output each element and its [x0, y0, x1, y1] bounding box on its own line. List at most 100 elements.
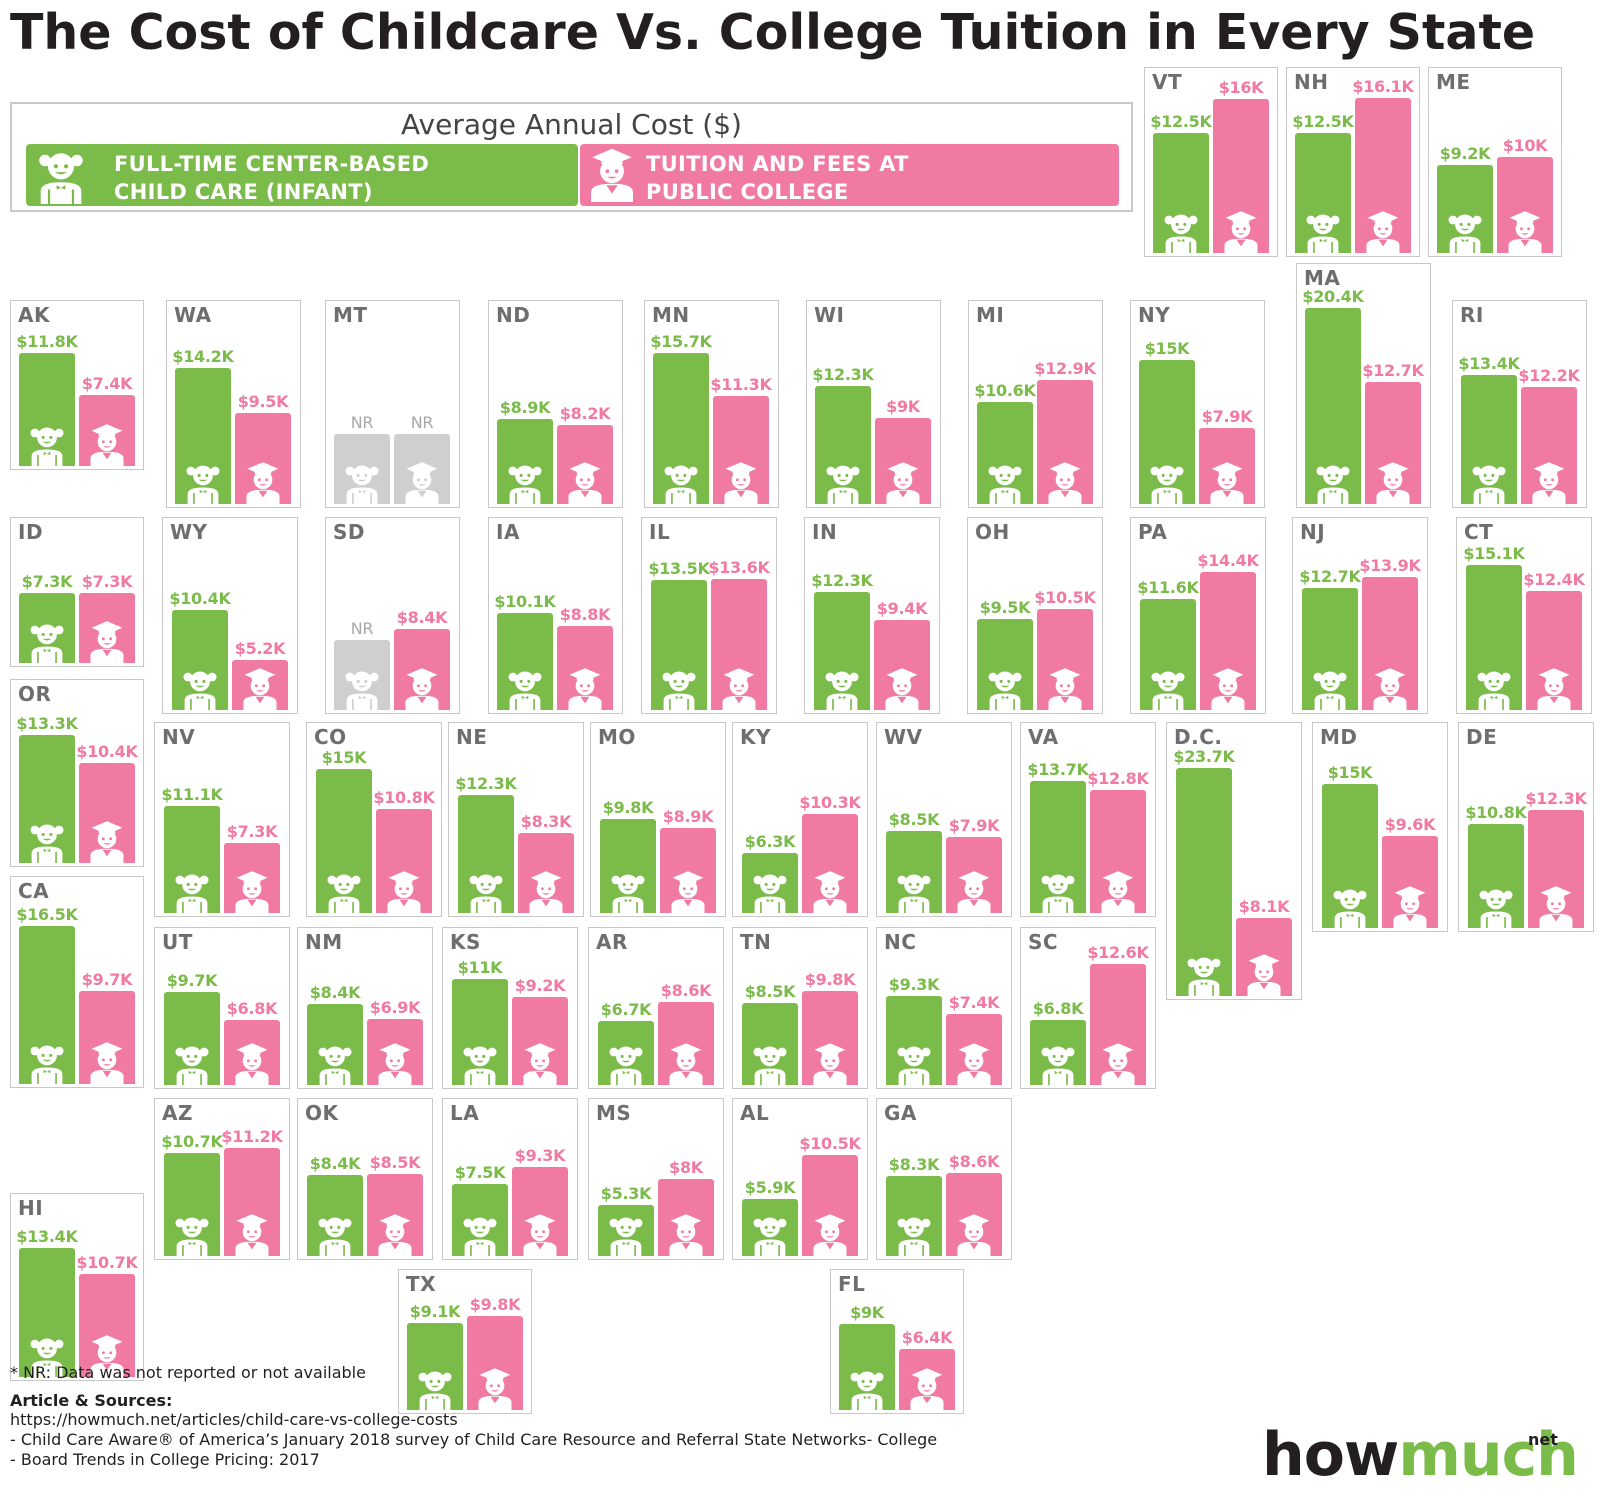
graduate-icon — [724, 462, 758, 504]
child-icon — [30, 427, 64, 466]
nr-footnote: * NR: Data was not reported or not avail… — [10, 1363, 366, 1382]
tuition-bar — [899, 1349, 955, 1410]
tuition-bar — [946, 1014, 1002, 1085]
legend-tuition-label: TUITION AND FEES AT PUBLIC COLLEGE — [646, 152, 909, 204]
state-abbr: IA — [496, 520, 520, 544]
childcare-bar — [1322, 784, 1378, 928]
childcare-value: $9.8K — [602, 798, 654, 817]
childcare-bar — [1176, 768, 1232, 996]
tuition-bar — [1200, 572, 1256, 710]
child-icon — [1333, 889, 1367, 928]
state-tile-pa: PA $11.6K $14.4K — [1130, 517, 1266, 714]
state-abbr: AK — [18, 303, 50, 327]
graduate-icon — [1532, 462, 1566, 504]
graduate-icon — [90, 821, 124, 863]
childcare-bar — [742, 1003, 798, 1085]
child-icon — [1164, 214, 1198, 253]
child-icon — [1448, 214, 1482, 253]
child-icon — [988, 671, 1022, 710]
graduate-icon — [378, 1043, 412, 1085]
graduate-icon — [90, 424, 124, 466]
tuition-bar — [1090, 790, 1146, 913]
childcare-value: $10.6K — [974, 381, 1036, 400]
childcare-value: $6.8K — [1032, 999, 1084, 1018]
tuition-value: NR — [410, 413, 434, 432]
tuition-bar — [235, 413, 291, 504]
state-abbr: IL — [649, 520, 671, 544]
state-tile-tn: TN $8.5K $9.8K — [732, 927, 868, 1089]
graduate-icon — [1247, 954, 1281, 996]
graduate-icon — [90, 621, 124, 663]
tuition-bar — [394, 629, 450, 710]
tuition-value: $8.3K — [520, 812, 572, 831]
tuition-value: $6.4K — [901, 1328, 953, 1347]
graduate-icon — [90, 1335, 124, 1377]
tuition-value: $8.6K — [660, 981, 712, 1000]
graduate-icon — [405, 668, 439, 710]
child-icon — [753, 874, 787, 913]
state-tile-ak: AK $11.8K $7.4K — [10, 300, 144, 470]
legend: Average Annual Cost ($) FULL-TIME CENTER… — [10, 102, 1133, 212]
childcare-value: $10.4K — [169, 589, 231, 608]
childcare-bar — [598, 1205, 654, 1256]
tuition-bar — [512, 997, 568, 1085]
childcare-value: NR — [350, 413, 374, 432]
childcare-value: $7.3K — [21, 572, 73, 591]
graduate-icon — [957, 871, 991, 913]
state-tile-dc: D.C. $23.7K $8.1K — [1166, 722, 1302, 1000]
tuition-value: $10.5K — [799, 1134, 861, 1153]
child-icon — [1316, 465, 1350, 504]
state-abbr: UT — [162, 930, 193, 954]
tuition-value: $12.6K — [1087, 943, 1149, 962]
tuition-bar — [232, 660, 288, 710]
graduate-icon — [1393, 886, 1427, 928]
child-icon — [30, 1338, 64, 1377]
childcare-value: $7.5K — [454, 1163, 506, 1182]
child-icon — [753, 1046, 787, 1085]
childcare-bar — [19, 926, 75, 1084]
tuition-bar — [1236, 918, 1292, 996]
childcare-value: $13.5K — [648, 559, 710, 578]
source-link[interactable]: https://howmuch.net/articles/child-care-… — [10, 1410, 458, 1429]
state-tile-ks: KS $11K $9.2K — [442, 927, 578, 1089]
childcare-value: $9.3K — [888, 975, 940, 994]
childcare-value: $8.3K — [888, 1155, 940, 1174]
tuition-value: $8.2K — [559, 404, 611, 423]
childcare-bar — [886, 1176, 942, 1256]
child-icon — [664, 465, 698, 504]
state-abbr: WA — [174, 303, 212, 327]
childcare-bar — [1302, 588, 1358, 710]
legend-title: Average Annual Cost ($) — [401, 108, 742, 141]
state-tile-in: IN $12.3K $9.4K — [804, 517, 940, 714]
state-tile-ne: NE $12.3K $8.3K — [448, 722, 584, 917]
childcare-bar — [651, 580, 707, 710]
state-abbr: WI — [814, 303, 845, 327]
source-line: - Child Care Aware® of America’s January… — [10, 1430, 938, 1449]
childcare-bar — [307, 1004, 363, 1085]
childcare-bar — [307, 1175, 363, 1256]
child-icon — [183, 671, 217, 710]
childcare-bar — [839, 1324, 895, 1410]
tuition-bar — [557, 425, 613, 504]
tuition-value: $7.3K — [81, 572, 133, 591]
childcare-value: $12.7K — [1299, 567, 1361, 586]
state-tile-sc: SC $6.8K $12.6K — [1020, 927, 1156, 1089]
state-abbr: NY — [1138, 303, 1171, 327]
tuition-value: $9.8K — [469, 1295, 521, 1314]
state-abbr: AL — [740, 1101, 770, 1125]
tuition-bar — [224, 843, 280, 913]
child-icon — [1306, 214, 1340, 253]
childcare-value: $9.5K — [979, 598, 1031, 617]
howmuch-logo: howmuch — [1262, 1420, 1579, 1490]
state-tile-il: IL $13.5K $13.6K — [641, 517, 777, 714]
source-line: - Board Trends in College Pricing: 2017 — [10, 1450, 320, 1469]
child-icon — [32, 146, 90, 204]
childcare-bar — [1305, 308, 1361, 504]
state-tile-al: AL $5.9K $10.5K — [732, 1098, 868, 1260]
state-tile-ok: OK $8.4K $8.5K — [297, 1098, 433, 1260]
state-abbr: OH — [975, 520, 1010, 544]
graduate-icon — [1366, 211, 1400, 253]
child-icon — [1150, 465, 1184, 504]
child-icon — [463, 1046, 497, 1085]
childcare-bar — [600, 819, 656, 913]
